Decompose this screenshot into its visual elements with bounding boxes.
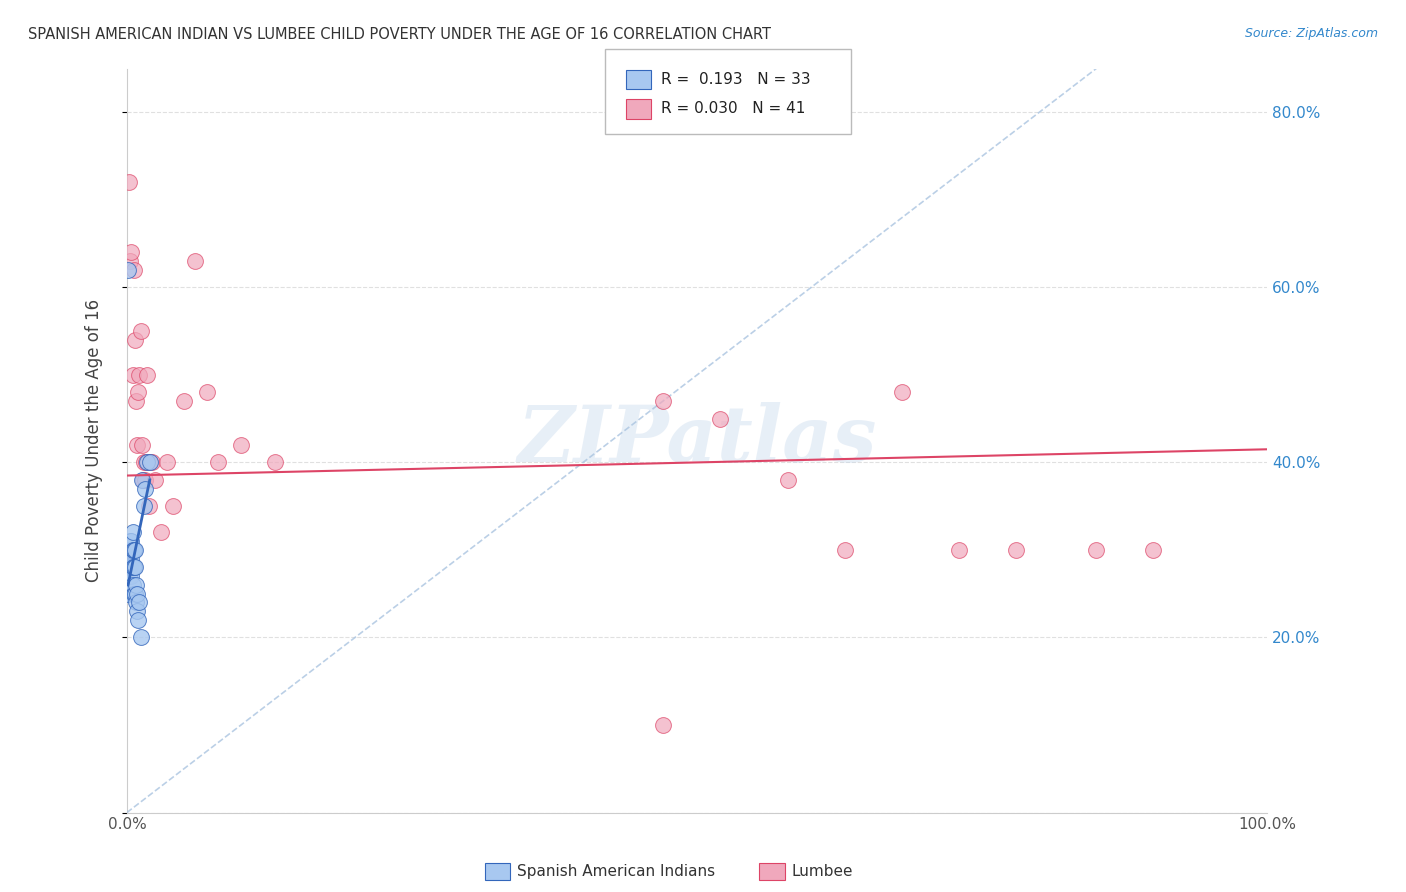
- Spanish American Indians: [128, 595, 150, 609]
- Text: R =  0.193   N = 33: R = 0.193 N = 33: [661, 72, 810, 87]
- Lumbee: [150, 525, 173, 540]
- Lumbee: [1085, 543, 1108, 558]
- Spanish American Indians: [118, 543, 141, 558]
- Lumbee: [131, 438, 153, 452]
- Lumbee: [127, 438, 149, 452]
- Spanish American Indians: [121, 569, 143, 583]
- Lumbee: [138, 455, 160, 469]
- Spanish American Indians: [117, 560, 139, 574]
- Spanish American Indians: [131, 473, 153, 487]
- Lumbee: [117, 543, 139, 558]
- Spanish American Indians: [138, 455, 160, 469]
- Spanish American Indians: [122, 560, 145, 574]
- Spanish American Indians: [125, 595, 148, 609]
- Lumbee: [778, 473, 800, 487]
- Spanish American Indians: [127, 587, 149, 601]
- Text: R = 0.030   N = 41: R = 0.030 N = 41: [661, 102, 806, 116]
- Spanish American Indians: [121, 551, 143, 566]
- Lumbee: [834, 543, 856, 558]
- Lumbee: [136, 368, 159, 382]
- Text: Source: ZipAtlas.com: Source: ZipAtlas.com: [1244, 27, 1378, 40]
- Spanish American Indians: [118, 569, 141, 583]
- Lumbee: [134, 473, 156, 487]
- Lumbee: [1005, 543, 1028, 558]
- Spanish American Indians: [121, 525, 143, 540]
- Lumbee: [173, 394, 195, 409]
- Spanish American Indians: [129, 631, 152, 645]
- Spanish American Indians: [121, 543, 143, 558]
- Spanish American Indians: [124, 560, 146, 574]
- Lumbee: [128, 368, 150, 382]
- Lumbee: [118, 175, 141, 189]
- Lumbee: [709, 411, 731, 425]
- Lumbee: [121, 368, 143, 382]
- Text: SPANISH AMERICAN INDIAN VS LUMBEE CHILD POVERTY UNDER THE AGE OF 16 CORRELATION : SPANISH AMERICAN INDIAN VS LUMBEE CHILD …: [28, 27, 770, 42]
- Spanish American Indians: [120, 543, 142, 558]
- Spanish American Indians: [132, 499, 155, 513]
- Y-axis label: Child Poverty Under the Age of 16: Child Poverty Under the Age of 16: [86, 299, 103, 582]
- Text: Lumbee: Lumbee: [792, 864, 853, 879]
- Lumbee: [132, 473, 155, 487]
- Spanish American Indians: [127, 613, 149, 627]
- Lumbee: [184, 254, 207, 268]
- Spanish American Indians: [121, 578, 143, 592]
- Spanish American Indians: [121, 534, 143, 549]
- Spanish American Indians: [120, 560, 142, 574]
- Spanish American Indians: [125, 578, 148, 592]
- Lumbee: [125, 394, 148, 409]
- Lumbee: [145, 473, 167, 487]
- Lumbee: [121, 245, 143, 260]
- Lumbee: [122, 263, 145, 277]
- Lumbee: [891, 385, 914, 400]
- Lumbee: [195, 385, 218, 400]
- Spanish American Indians: [117, 587, 139, 601]
- Lumbee: [651, 718, 673, 732]
- Lumbee: [120, 254, 142, 268]
- Lumbee: [229, 438, 252, 452]
- Lumbee: [124, 333, 146, 347]
- Lumbee: [162, 499, 184, 513]
- Lumbee: [127, 385, 149, 400]
- Lumbee: [132, 455, 155, 469]
- Lumbee: [207, 455, 229, 469]
- Spanish American Indians: [124, 543, 146, 558]
- Lumbee: [1142, 543, 1164, 558]
- Lumbee: [135, 455, 157, 469]
- Lumbee: [129, 324, 152, 338]
- Lumbee: [141, 455, 163, 469]
- Spanish American Indians: [120, 534, 142, 549]
- Spanish American Indians: [122, 587, 145, 601]
- Spanish American Indians: [134, 482, 156, 496]
- Spanish American Indians: [136, 455, 159, 469]
- Lumbee: [264, 455, 287, 469]
- Spanish American Indians: [127, 604, 149, 618]
- Spanish American Indians: [124, 587, 146, 601]
- Lumbee: [948, 543, 970, 558]
- Lumbee: [651, 394, 673, 409]
- Text: ZIPatlas: ZIPatlas: [517, 402, 877, 479]
- Spanish American Indians: [122, 543, 145, 558]
- Spanish American Indians: [121, 560, 143, 574]
- Lumbee: [156, 455, 179, 469]
- Lumbee: [138, 499, 160, 513]
- Spanish American Indians: [117, 263, 139, 277]
- Text: Spanish American Indians: Spanish American Indians: [517, 864, 716, 879]
